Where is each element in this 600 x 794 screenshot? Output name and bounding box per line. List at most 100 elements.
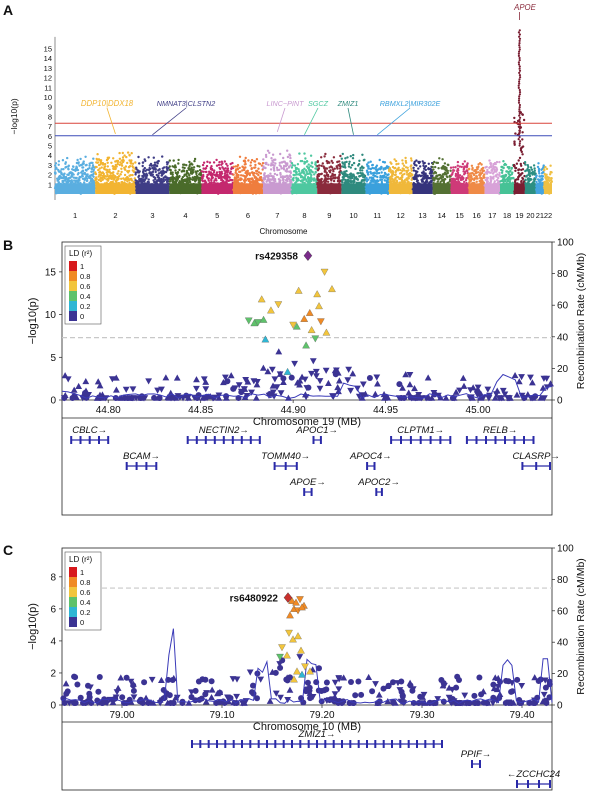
snp-point [375, 164, 379, 167]
snp-point [165, 165, 168, 169]
snp-point [514, 179, 517, 182]
snp-point [150, 174, 154, 177]
snp-point [121, 151, 125, 155]
snp-point [433, 160, 436, 164]
gene-exon [429, 436, 432, 444]
snp-point [336, 160, 339, 164]
snp-point [57, 160, 61, 163]
snp-point [518, 173, 521, 176]
snp-point [274, 158, 277, 161]
snp-point [517, 138, 520, 141]
snp-point [438, 157, 441, 160]
snp-point [65, 165, 68, 169]
snp-point [388, 167, 392, 170]
snp-point [160, 695, 167, 702]
snp-point [111, 165, 115, 168]
snp-point [156, 176, 159, 179]
snp-point [280, 167, 283, 170]
snp-point [149, 171, 152, 174]
snp-point [176, 172, 179, 175]
snp-point [541, 171, 544, 175]
snp-point [160, 170, 163, 173]
snp-point [233, 177, 236, 181]
snp-point [145, 172, 148, 175]
x-tick-label-chr2: 2 [113, 211, 117, 220]
snp-point [205, 170, 208, 174]
snp-point [126, 161, 129, 165]
snp-point [514, 132, 517, 135]
snp-point [294, 166, 298, 170]
snp-point [118, 163, 122, 167]
snp-point [538, 180, 541, 183]
snp-point [375, 691, 383, 698]
snp-point [351, 157, 355, 160]
chromosome-7-points [262, 149, 293, 195]
snp-point [463, 180, 466, 184]
snp-point [215, 171, 219, 174]
gene-track: CBLC→ NECTIN2→ APOC1→ CLPTM1→ RELB→ BCAM→ TOMM… [62, 417, 560, 496]
snp-point [208, 181, 211, 184]
snp-point [472, 178, 476, 182]
snp-point [461, 692, 469, 699]
snp-point [340, 171, 343, 174]
gene-exon [332, 740, 335, 748]
snp-point [84, 164, 88, 167]
snp-point [520, 179, 523, 183]
snp-point [286, 155, 290, 159]
chromosome-21-points [534, 162, 545, 195]
snp-point [184, 173, 188, 176]
ld-snp-point [293, 667, 301, 675]
snp-point [494, 174, 497, 177]
snp-point [512, 176, 515, 180]
snp-point [518, 42, 521, 45]
snp-point [410, 174, 413, 177]
snp-point [518, 127, 522, 130]
snp-point [503, 162, 507, 166]
chromosome-band [513, 183, 525, 194]
snp-point [187, 168, 191, 171]
snp-point [532, 164, 536, 167]
snp-point [56, 177, 59, 180]
x-tick-label-chr4: 4 [183, 211, 187, 220]
gene-exon [299, 740, 302, 748]
snp-point [382, 167, 385, 170]
annotation-leader-line [377, 107, 411, 136]
chromosome-3-points [134, 155, 171, 194]
snp-point [500, 171, 504, 174]
snp-point [286, 163, 289, 167]
snp-point [341, 180, 344, 184]
snp-point [380, 685, 387, 692]
snp-point [452, 166, 455, 169]
snp-point [223, 169, 226, 172]
snp-point [273, 169, 276, 172]
panel-label-B: B [3, 237, 13, 253]
chromosome-2-points [94, 151, 137, 195]
legend-level-label: 1 [80, 568, 84, 577]
snp-point [188, 180, 192, 184]
snp-point [357, 172, 360, 175]
snp-point [347, 387, 355, 394]
snp-point [478, 174, 482, 177]
gene-exon [307, 740, 310, 748]
snp-point [377, 168, 380, 171]
snp-point [384, 167, 387, 170]
snp-point [407, 169, 410, 172]
snp-point [450, 173, 453, 177]
snp-point [373, 171, 376, 174]
chromosome-band [543, 183, 552, 194]
snp-point [128, 159, 131, 162]
snp-point [291, 178, 294, 181]
gene-exon [366, 462, 369, 470]
gene-exon [441, 740, 443, 748]
snp-point [415, 180, 419, 183]
snp-point [129, 161, 132, 165]
snp-point [508, 173, 511, 176]
snp-point [413, 163, 416, 166]
snp-point [271, 376, 279, 383]
snp-point [401, 159, 404, 162]
snp-point [75, 166, 79, 170]
snp-point [352, 153, 355, 157]
snp-point [445, 168, 448, 171]
legend-level-label: 0.2 [80, 302, 90, 311]
snp-point [533, 167, 536, 170]
